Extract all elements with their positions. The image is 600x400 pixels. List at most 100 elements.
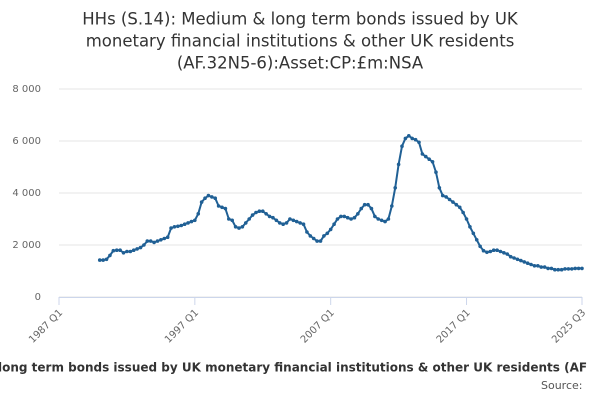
point — [230, 218, 235, 223]
point — [155, 239, 160, 243]
point — [410, 136, 414, 141]
x-tick-label: 1997 Q1 — [163, 307, 201, 345]
point — [359, 206, 364, 211]
point — [301, 222, 306, 226]
point — [152, 240, 156, 245]
point — [386, 217, 391, 221]
y-tick-label: 8 000 — [12, 84, 41, 95]
point — [396, 162, 401, 167]
y-tick-label: 0 — [35, 292, 41, 303]
point — [125, 249, 129, 254]
point — [159, 238, 163, 242]
point — [478, 244, 482, 249]
point — [546, 266, 550, 271]
point — [566, 267, 571, 271]
point — [254, 210, 258, 215]
point — [362, 202, 367, 207]
point — [165, 235, 170, 239]
point — [529, 262, 533, 267]
point — [485, 250, 489, 255]
point — [284, 221, 289, 225]
point — [525, 261, 530, 266]
point — [417, 140, 421, 145]
point — [189, 219, 194, 224]
legend-entry: long term bonds issued by UK monetary fi… — [0, 361, 587, 375]
point — [250, 213, 255, 217]
point — [403, 136, 408, 141]
point — [118, 248, 122, 252]
point — [237, 226, 241, 230]
point — [260, 209, 265, 213]
point — [536, 264, 540, 268]
point — [328, 227, 333, 232]
point — [97, 258, 102, 262]
point — [522, 260, 527, 264]
point — [420, 152, 425, 156]
point — [342, 214, 347, 219]
point — [488, 249, 493, 254]
point — [352, 215, 357, 220]
point — [495, 248, 499, 252]
point — [430, 160, 435, 164]
point — [142, 243, 146, 247]
point — [101, 258, 105, 262]
point — [556, 267, 561, 272]
x-tick-label: 2007 Q1 — [299, 307, 337, 345]
point — [104, 257, 109, 262]
point — [305, 230, 309, 234]
point — [549, 266, 554, 271]
chart-title: (AF.32N5-6):Asset:CP:£m:NSA — [177, 54, 424, 73]
point — [148, 239, 153, 243]
point — [474, 238, 479, 242]
point — [277, 221, 282, 225]
point — [172, 225, 177, 229]
point — [145, 239, 150, 243]
point — [457, 205, 462, 210]
point — [294, 219, 299, 224]
point — [393, 186, 398, 190]
chart-title: HHs (S.14): Medium & long term bonds iss… — [82, 10, 519, 29]
point — [345, 215, 350, 220]
point — [542, 265, 547, 269]
point — [311, 236, 316, 241]
point — [423, 154, 428, 159]
point — [502, 251, 506, 255]
point — [454, 202, 459, 207]
point — [471, 231, 476, 236]
point — [288, 217, 292, 221]
point — [383, 219, 387, 224]
point — [444, 195, 448, 199]
point — [491, 248, 496, 252]
point — [573, 266, 578, 271]
point — [332, 222, 336, 226]
point — [210, 195, 214, 199]
source: Source: — [541, 379, 583, 392]
x-tick-label: 2025 Q3 — [550, 307, 588, 345]
point — [434, 170, 438, 174]
point — [349, 217, 353, 221]
y-tick-label: 2 000 — [12, 240, 41, 251]
point — [539, 265, 544, 269]
point — [291, 218, 296, 223]
line — [99, 134, 582, 271]
point — [206, 193, 211, 198]
point — [339, 214, 343, 219]
point — [481, 248, 486, 253]
point — [553, 267, 557, 272]
point — [379, 218, 384, 223]
point — [182, 222, 187, 226]
point — [576, 266, 581, 271]
point — [451, 200, 455, 204]
chart-title: monetary financial institutions & other … — [86, 32, 515, 51]
point — [376, 217, 381, 221]
point — [400, 144, 404, 148]
point — [131, 248, 136, 252]
point — [373, 214, 377, 219]
point — [519, 258, 523, 263]
point — [580, 266, 584, 271]
point — [427, 157, 431, 161]
point — [281, 222, 285, 226]
point — [322, 234, 326, 238]
point — [440, 193, 445, 198]
